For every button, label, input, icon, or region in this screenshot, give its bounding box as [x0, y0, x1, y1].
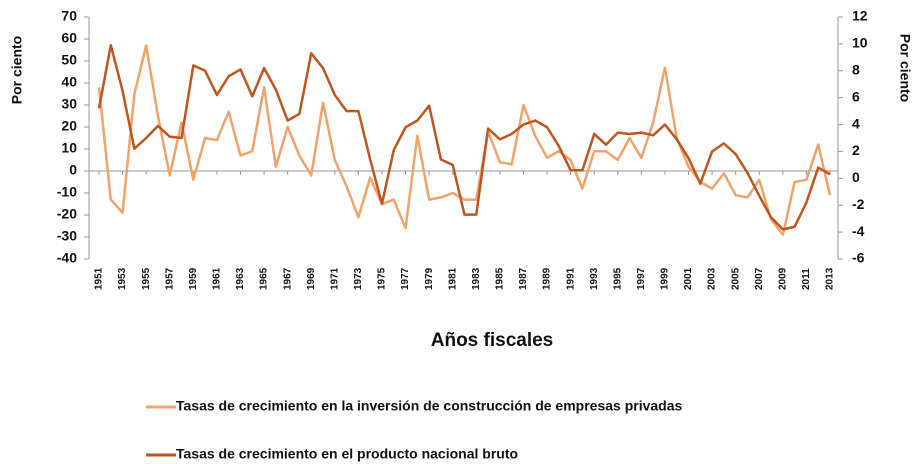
y-tick-label: -30 [57, 228, 77, 244]
y2-tick-label: 0 [852, 169, 860, 185]
x-tick-label: 1975 [377, 267, 388, 290]
x-tick-label: 1961 [212, 267, 223, 290]
y-tick-label: 60 [61, 30, 77, 46]
x-tick-label: 1959 [188, 267, 199, 290]
legend-label: Tasas de crecimiento en el producto naci… [176, 446, 518, 462]
x-tick-label: 1995 [612, 267, 623, 290]
x-tick-label: 1955 [141, 267, 152, 290]
y2-tick-label: 8 [852, 61, 860, 77]
y-tick-label: 20 [61, 118, 77, 134]
x-tick-label: 1977 [400, 267, 411, 290]
y2-tick-label: -2 [852, 196, 865, 212]
x-tick-label: 1987 [518, 267, 529, 290]
x-tick-label: 1983 [471, 267, 482, 290]
x-tick-label: 2009 [777, 267, 788, 290]
y2-axis-label: Por ciento [897, 34, 913, 102]
x-tick-label: 1969 [306, 267, 317, 290]
y2-tick-label: 4 [852, 115, 860, 131]
x-tick-label: 1997 [636, 267, 647, 290]
x-tick-label: 2003 [707, 267, 718, 290]
y2-tick-label: 2 [852, 142, 860, 158]
y2-tick-label: 12 [852, 8, 868, 24]
x-tick-label: 2005 [730, 267, 741, 290]
x-tick-label: 1999 [660, 267, 671, 290]
x-tick-label: 1967 [282, 267, 293, 290]
y-tick-label: 40 [61, 74, 77, 90]
x-tick-label: 2001 [683, 267, 694, 290]
x-tick-label: 1989 [542, 267, 553, 290]
y-tick-label: 70 [61, 8, 77, 24]
series-line [97, 43, 831, 231]
x-tick-label: 1993 [589, 267, 600, 290]
y-tick-label: 10 [61, 140, 77, 156]
x-tick-label: 1951 [94, 267, 105, 290]
x-tick-label: 1979 [424, 267, 435, 290]
y-axis-label: Por ciento [9, 36, 25, 104]
x-axis-label: Años fiscales [431, 330, 554, 351]
x-tick-label: 2013 [825, 267, 836, 290]
x-tick-label: 1965 [259, 267, 270, 290]
y-tick-label: -10 [57, 184, 77, 200]
x-tick-label: 2011 [801, 268, 812, 290]
x-tick-label: 1985 [495, 267, 506, 290]
x-tick-label: 2007 [754, 267, 765, 290]
series-line [97, 44, 832, 237]
y-tick-label: -20 [57, 206, 77, 222]
y-tick-label: 0 [69, 162, 77, 178]
legend-label: Tasas de crecimiento en la inversión de … [176, 398, 682, 414]
y2-tick-label: -6 [852, 250, 865, 266]
x-tick-label: 1981 [447, 267, 458, 290]
x-tick-label: 1991 [565, 267, 576, 290]
x-tick-label: 1957 [164, 267, 175, 290]
y-tick-label: -40 [57, 250, 77, 266]
x-tick-label: 1973 [353, 267, 364, 290]
y-tick-label: 50 [61, 52, 77, 68]
y2-tick-label: 6 [852, 88, 860, 104]
x-tick-label: 1971 [329, 267, 340, 290]
y-tick-label: 30 [61, 96, 77, 112]
x-tick-label: 1953 [117, 267, 128, 290]
x-tick-label: 1963 [235, 267, 246, 290]
y2-tick-label: -4 [852, 223, 865, 239]
y2-tick-label: 10 [852, 35, 868, 51]
